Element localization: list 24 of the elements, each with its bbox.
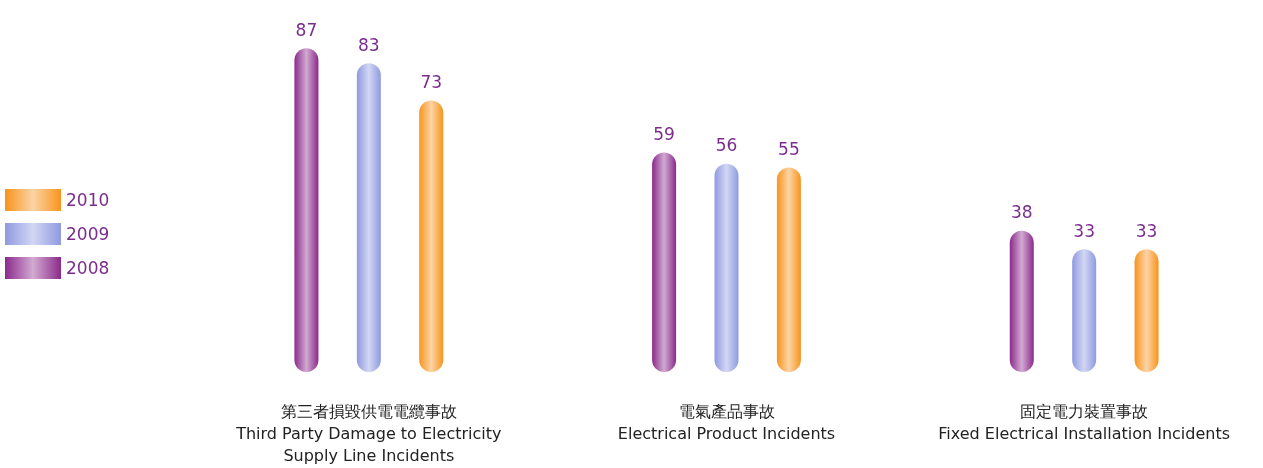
legend-label: 2010: [66, 190, 110, 210]
bar: [776, 167, 801, 372]
bar: [419, 100, 444, 372]
x-tick-label: 第三者損毀供電電纜事故 Third Party Damage to Electricity Supply Line Incidents: [235, 401, 502, 465]
bar: [1009, 230, 1034, 372]
x-tick-label: 電氣產品事故 Electrical Product Incidents: [617, 401, 836, 443]
bar: [652, 152, 677, 372]
bar: [714, 163, 739, 372]
data-label: 56: [715, 135, 738, 156]
bar: [1134, 249, 1159, 372]
bar: [1072, 249, 1097, 372]
x-tick-label: 固定電力裝置事故 Fixed Electrical Installation Incidents: [938, 401, 1231, 443]
data-label: 87: [295, 19, 318, 40]
data-label: 73: [420, 71, 443, 92]
data-label: 83: [358, 34, 380, 55]
data-label: 59: [653, 124, 675, 145]
bar: [294, 48, 319, 372]
data-label: 33: [1135, 220, 1158, 241]
legend-label: 2009: [66, 224, 110, 244]
legend-label: 2008: [66, 258, 110, 278]
data-label: 38: [1010, 202, 1033, 223]
data-label: 55: [778, 138, 800, 159]
data-label: 33: [1073, 220, 1095, 241]
bar: [356, 63, 381, 372]
